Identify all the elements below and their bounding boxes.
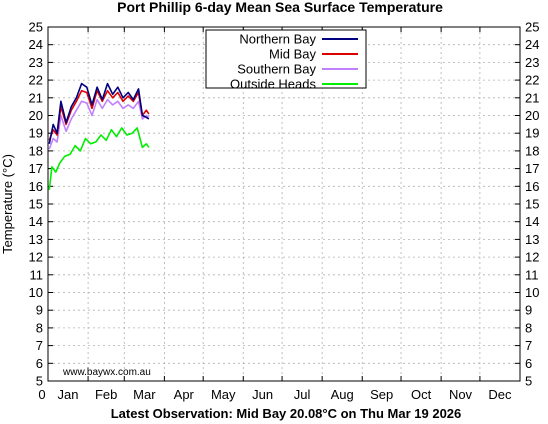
- x-zero-label: 0: [38, 387, 45, 402]
- y-tick-label-left: 13: [29, 232, 43, 247]
- y-tick-label-right: 19: [525, 126, 539, 141]
- y-tick-label-left: 10: [29, 285, 43, 300]
- y-tick-label-left: 7: [36, 338, 43, 353]
- series-line-northern-bay: [48, 82, 150, 144]
- y-tick-label-right: 18: [525, 143, 539, 158]
- series-line-southern-bay: [48, 98, 150, 150]
- y-tick-label-right: 14: [525, 214, 539, 229]
- credit-text: www.baywx.com.au: [62, 367, 151, 378]
- y-tick-label-right: 8: [525, 320, 532, 335]
- plot-frame: [47, 26, 521, 382]
- y-tick-label-right: 6: [525, 356, 532, 371]
- y-tick-label-right: 16: [525, 179, 539, 194]
- series-lines: [48, 82, 150, 190]
- y-tick-label-left: 11: [30, 267, 44, 282]
- y-tick-label-right: 9: [525, 303, 532, 318]
- y-tick-label-left: 9: [36, 303, 43, 318]
- x-month-label: Jan: [58, 387, 79, 402]
- x-axis-label: Latest Observation: Mid Bay 20.08°C on T…: [111, 406, 462, 421]
- y-tick-label-left: 24: [29, 37, 43, 52]
- legend-label: Outside Heads: [230, 77, 316, 92]
- series-line-mid-bay: [48, 89, 150, 141]
- y-tick-label-right: 13: [525, 232, 539, 247]
- y-ticks-left: 5 6 7 8 9 10 11 12 13 14 15 16 17 18 19 20 21 22 23 24 25: [29, 20, 53, 389]
- y-tick-label-right: 23: [525, 55, 539, 70]
- y-tick-label-right: 20: [525, 108, 539, 123]
- y-tick-label-right: 22: [525, 73, 539, 88]
- y-tick-label-left: 6: [36, 356, 43, 371]
- y-tick-label-left: 5: [36, 374, 43, 389]
- y-tick-label-right: 21: [525, 90, 539, 105]
- y-tick-label-left: 15: [29, 197, 43, 212]
- y-tick-label-left: 20: [29, 108, 43, 123]
- x-ticks: Jan Feb Mar Apr May Jun Jul Aug Sep Oct Nov Dec 0: [38, 27, 512, 402]
- y-tick-label-left: 12: [29, 250, 43, 265]
- y-axis-label: Temperature (°C): [0, 154, 15, 254]
- x-month-label: Sep: [370, 387, 393, 402]
- y-tick-label-right: 11: [525, 267, 539, 282]
- x-month-label: Mar: [133, 387, 156, 402]
- y-ticks-right: 5 6 7 8 9 10 11 12 13 14 15 16 17 18 19 20 21 22 23 24 25: [515, 20, 539, 389]
- y-tick-label-right: 15: [525, 197, 539, 212]
- x-month-label: May: [211, 387, 236, 402]
- y-tick-label-left: 23: [29, 55, 43, 70]
- y-tick-label-left: 25: [29, 20, 43, 35]
- y-tick-label-right: 24: [525, 37, 539, 52]
- y-tick-label-left: 8: [36, 320, 43, 335]
- legend-label: Mid Bay: [269, 47, 316, 62]
- y-tick-label-right: 12: [525, 250, 539, 265]
- y-tick-label-left: 16: [29, 179, 43, 194]
- y-tick-label-left: 22: [29, 73, 43, 88]
- y-tick-label-right: 7: [525, 338, 532, 353]
- legend-label: Southern Bay: [237, 62, 316, 77]
- x-month-label: Aug: [331, 387, 354, 402]
- legend-label: Northern Bay: [239, 32, 316, 47]
- y-tick-label-left: 19: [29, 126, 43, 141]
- x-month-label: Nov: [449, 387, 473, 402]
- y-tick-label-left: 17: [29, 161, 43, 176]
- x-month-label: Oct: [411, 387, 432, 402]
- y-tick-label-right: 25: [525, 20, 539, 35]
- x-month-label: Jun: [252, 387, 273, 402]
- y-tick-label-right: 17: [525, 161, 539, 176]
- chart-title: Port Phillip 6-day Mean Sea Surface Temp…: [117, 0, 443, 15]
- y-tick-label-left: 14: [29, 214, 43, 229]
- x-month-label: Feb: [95, 387, 117, 402]
- y-tick-label-left: 18: [29, 143, 43, 158]
- series-line-outside-heads: [48, 127, 150, 190]
- y-tick-label-left: 21: [29, 90, 43, 105]
- x-month-label: Dec: [488, 387, 512, 402]
- x-month-label: Apr: [174, 387, 195, 402]
- x-month-label: Jul: [294, 387, 311, 402]
- y-tick-label-right: 10: [525, 285, 539, 300]
- y-tick-label-right: 5: [525, 374, 532, 389]
